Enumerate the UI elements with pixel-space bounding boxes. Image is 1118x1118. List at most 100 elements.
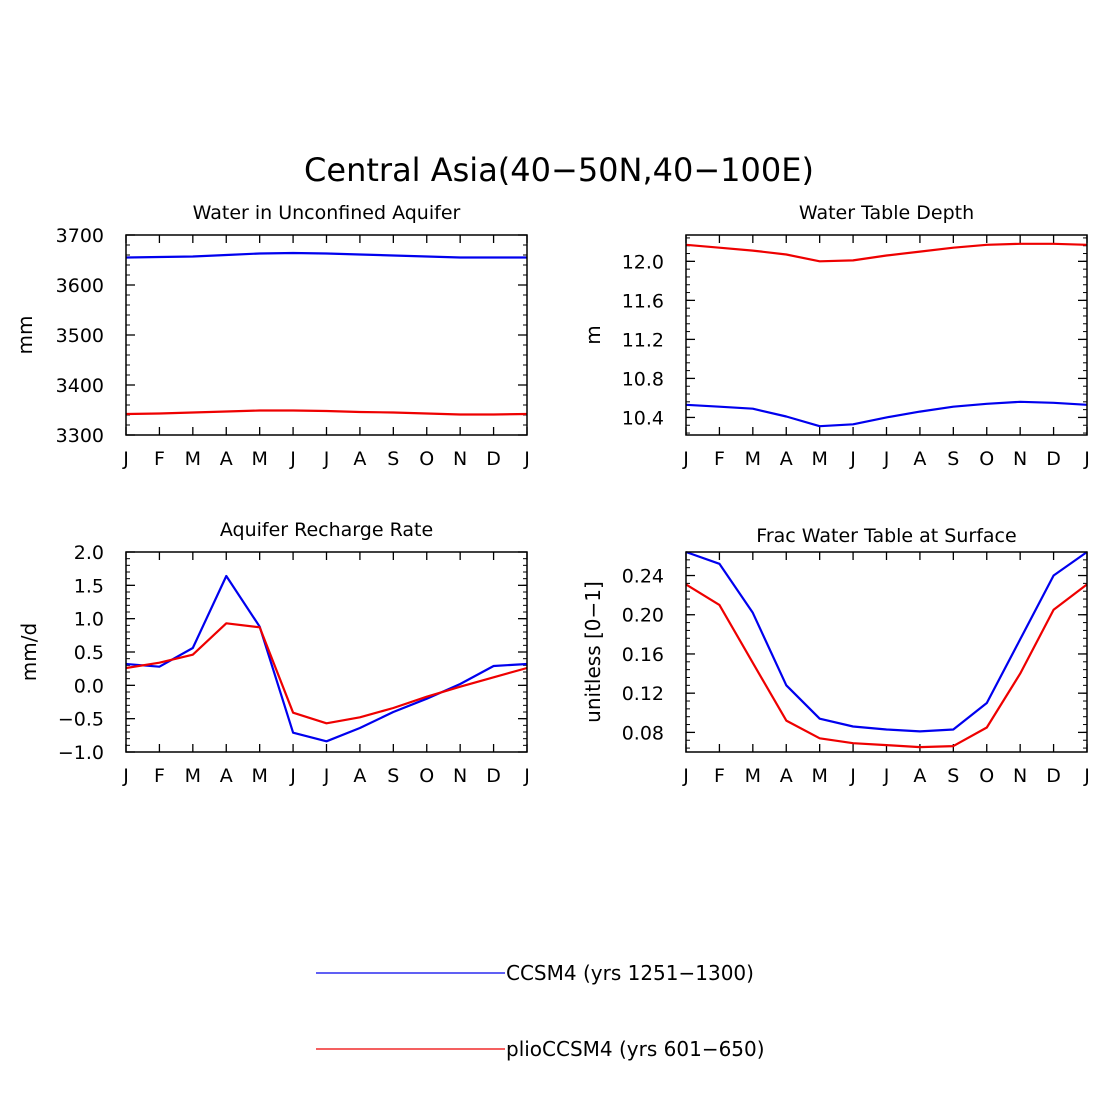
x-tick-label: D [1046,765,1061,787]
y-tick-label: 3500 [56,325,104,347]
x-tick-label: J [523,765,530,787]
x-tick-label: J [849,448,856,470]
x-tick-label: J [289,765,296,787]
x-tick-label: O [419,448,434,470]
legend-label-ccsm4: CCSM4 (yrs 1251−1300) [506,961,754,985]
y-tick-label: 0.08 [622,722,664,744]
series-line-ccsm4 [125,574,528,743]
y-tick-label: 0.5 [74,642,104,664]
panel-title: Water Table Depth [799,202,974,224]
y-tick-label: 10.8 [622,368,664,390]
series-line-ccsm4 [685,550,1088,733]
y-tick-label: 10.4 [622,407,664,429]
x-tick-label: O [419,765,434,787]
x-tick-label: J [682,448,689,470]
y-tick-label: 0.12 [622,683,664,705]
x-tick-label: O [979,765,994,787]
y-tick-label: 11.2 [622,329,664,351]
y-tick-label: 3700 [56,225,104,247]
x-tick-label: J [289,448,296,470]
y-axis-label: unitless [0−1] [581,581,605,723]
plot-frame [685,551,1088,753]
x-tick-label: A [353,765,366,787]
y-tick-label: 2.0 [74,542,104,564]
x-tick-label: J [323,765,330,787]
series-line-plioccsm4 [125,622,528,725]
panel-title: Frac Water Table at Surface [756,525,1016,547]
x-tick-label: A [353,448,366,470]
y-tick-label: 3600 [56,275,104,297]
x-tick-label: M [745,765,761,787]
x-tick-label: D [486,765,501,787]
x-tick-label: N [1013,448,1027,470]
panel-title: Aquifer Recharge Rate [220,519,433,541]
x-tick-label: J [122,448,129,470]
x-tick-label: S [947,448,959,470]
panel-title: Water in Unconfined Aquifer [193,202,461,224]
y-tick-label: 0.0 [74,675,104,697]
y-tick-label: −1.0 [58,742,104,764]
plot-frame [125,234,528,436]
x-tick-label: A [780,448,793,470]
series-line-plioccsm4 [125,409,528,416]
y-tick-label: 1.0 [74,609,104,631]
x-tick-label: M [811,765,827,787]
y-axis-label: m [581,325,605,344]
x-tick-label: F [154,448,165,470]
legend-label-plioccsm4: plioCCSM4 (yrs 601−650) [506,1037,765,1061]
x-tick-label: N [453,448,467,470]
plot-frame [685,234,1088,436]
legend: CCSM4 (yrs 1251−1300) plioCCSM4 (yrs 601… [316,961,765,1061]
x-tick-label: A [913,448,926,470]
x-tick-label: J [523,448,530,470]
y-tick-label: 3300 [56,425,104,447]
x-tick-label: F [714,448,725,470]
x-tick-label: M [745,448,761,470]
x-tick-label: N [453,765,467,787]
y-axis-label: mm [13,316,37,355]
y-tick-label: 0.24 [622,566,664,588]
series-line-plioccsm4 [685,583,1088,749]
x-tick-label: J [883,448,890,470]
series-line-plioccsm4 [685,242,1088,263]
x-tick-label: A [220,448,233,470]
series-line-ccsm4 [685,400,1088,428]
x-tick-label: S [387,448,399,470]
x-tick-label: M [251,448,267,470]
x-tick-label: F [714,765,725,787]
x-tick-label: N [1013,765,1027,787]
x-tick-label: D [486,448,501,470]
x-tick-label: A [220,765,233,787]
x-tick-label: S [387,765,399,787]
y-tick-label: 12.0 [622,251,664,273]
y-tick-label: 11.6 [622,290,664,312]
x-tick-label: J [122,765,129,787]
x-tick-label: F [154,765,165,787]
x-tick-label: A [913,765,926,787]
plot-frame [125,551,528,753]
series-line-ccsm4 [125,251,527,259]
x-tick-label: A [780,765,793,787]
y-tick-label: 0.20 [622,605,664,627]
x-tick-label: J [883,765,890,787]
y-tick-label: 3400 [56,375,104,397]
x-tick-label: M [251,765,267,787]
y-tick-label: −0.5 [58,709,104,731]
panel-frac-water-table: Frac Water Table at Surface unitless [0−1… [581,525,1090,787]
y-axis-label: mm/d [17,623,41,681]
x-tick-label: J [849,765,856,787]
x-tick-label: M [811,448,827,470]
x-tick-label: J [682,765,689,787]
figure-title: Central Asia(40−50N,40−100E) [304,151,814,189]
x-tick-label: J [1083,448,1090,470]
x-tick-label: M [185,765,201,787]
x-tick-label: D [1046,448,1061,470]
y-tick-label: 1.5 [74,575,104,597]
x-tick-label: J [1083,765,1090,787]
y-tick-label: 0.16 [622,644,664,666]
x-tick-label: J [323,448,330,470]
